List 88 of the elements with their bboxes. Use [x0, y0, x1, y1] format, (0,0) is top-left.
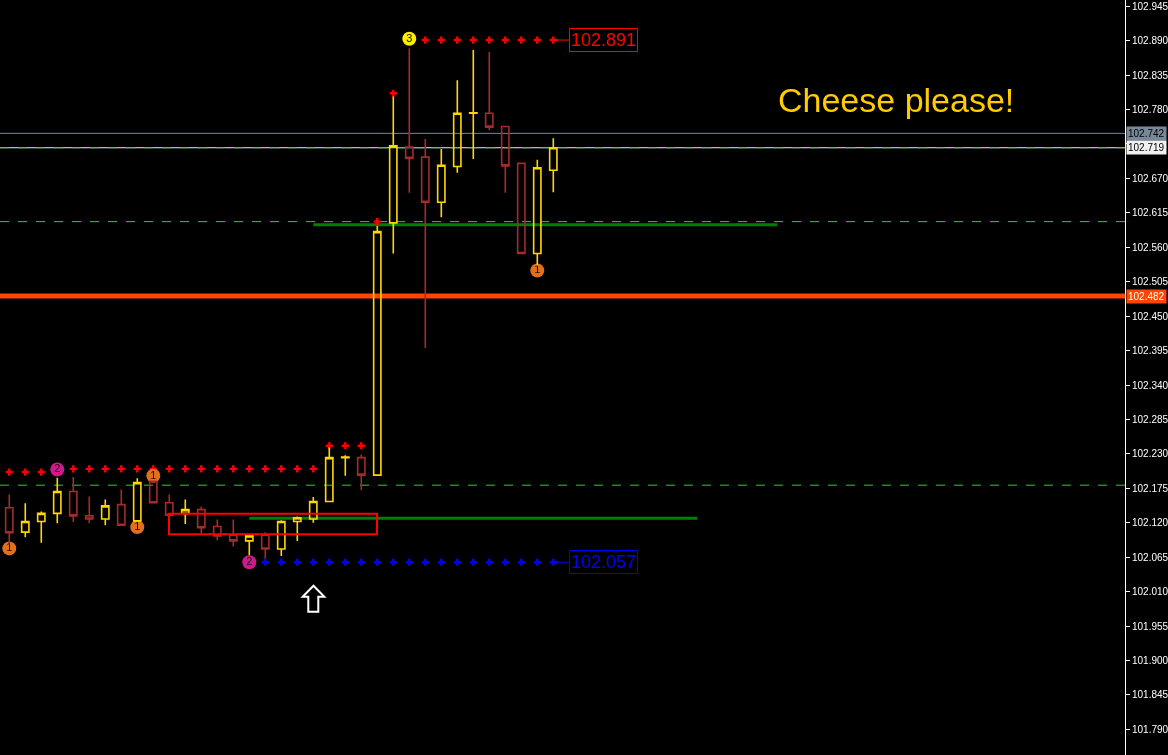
candlestick [308, 496, 318, 524]
point [293, 465, 301, 473]
candlestick [212, 518, 222, 542]
candlestick [196, 505, 206, 535]
candlestick [500, 125, 510, 194]
candlestick [20, 502, 30, 538]
candlestick [228, 518, 238, 548]
point [197, 465, 205, 473]
y-tick-label: 102.395 [1132, 345, 1168, 357]
series-label: 3 [406, 31, 413, 44]
point [85, 465, 93, 473]
candlestick [436, 148, 446, 219]
series-label: 2 [54, 462, 61, 475]
candlestick [276, 519, 286, 557]
y-tick-label: 102.010 [1132, 586, 1168, 598]
point [501, 36, 509, 44]
point [69, 465, 77, 473]
point [213, 465, 221, 473]
point [485, 36, 493, 44]
y-tick-label: 102.230 [1132, 448, 1168, 460]
y-tick-label: 102.340 [1132, 379, 1168, 391]
data-label: 102.057 [571, 552, 637, 572]
candlestick [356, 453, 366, 491]
annotation: Cheese please! [778, 81, 1015, 119]
ref-line-label: 102.719 [1128, 142, 1165, 153]
point [165, 465, 173, 473]
point [133, 465, 141, 473]
point [437, 36, 445, 44]
y-tick-label: 101.955 [1132, 620, 1168, 632]
candlestick [84, 495, 94, 525]
ref-line-label: 102.742 [1128, 128, 1165, 139]
text: 2 [246, 554, 253, 567]
y-tick-label: 102.120 [1132, 517, 1168, 529]
point [469, 36, 477, 44]
y-tick-label: 102.890 [1132, 35, 1168, 47]
point [181, 465, 189, 473]
point [5, 468, 13, 476]
candlestick [116, 488, 126, 527]
candlestick [36, 510, 46, 544]
y-tick-label: 102.505 [1132, 276, 1168, 288]
candlestick [452, 79, 462, 174]
y-tick-label: 102.945 [1132, 0, 1168, 12]
point [517, 36, 525, 44]
point [245, 465, 253, 473]
point [229, 465, 237, 473]
candlestick [548, 137, 558, 193]
candlestick [100, 498, 110, 527]
ref-line-label: 102.482 [1128, 291, 1165, 302]
candlestick [164, 493, 174, 518]
y-tick-label: 102.835 [1132, 69, 1168, 81]
series-label: 1 [150, 468, 157, 481]
point [453, 36, 461, 44]
candlestick [68, 476, 78, 523]
y-tick-label: 101.900 [1132, 654, 1168, 666]
y-tick-label: 102.780 [1132, 104, 1168, 116]
y-tick-label: 101.790 [1132, 723, 1168, 735]
point [37, 468, 45, 476]
candlestick [404, 47, 414, 194]
point [21, 468, 29, 476]
candlestick [180, 498, 190, 525]
point [421, 36, 429, 44]
point [117, 465, 125, 473]
y-tick-label: 102.615 [1132, 207, 1168, 219]
text: 1 [134, 519, 141, 532]
point [277, 465, 285, 473]
y-tick-label: 101.845 [1132, 689, 1168, 701]
y-tick-label: 102.065 [1132, 551, 1168, 563]
point [261, 465, 269, 473]
point [373, 218, 381, 226]
candlestick [516, 162, 526, 255]
candlestick [484, 51, 494, 132]
point [533, 36, 541, 44]
candlestick [292, 515, 302, 542]
candlestick [340, 454, 350, 477]
candlestick [372, 225, 382, 477]
y-tick-label: 102.450 [1132, 310, 1168, 322]
y-tick-label: 102.560 [1132, 241, 1168, 253]
text: 1 [6, 541, 13, 554]
text: 1 [534, 263, 541, 276]
candlestick [420, 138, 430, 349]
y-tick-label: 102.175 [1132, 482, 1168, 494]
candlestick [52, 476, 62, 525]
y-tick-label: 102.285 [1132, 413, 1168, 425]
y-tick-label: 102.670 [1132, 172, 1168, 184]
point [101, 465, 109, 473]
candlestick [468, 49, 478, 160]
data-label: 102.891 [571, 30, 637, 50]
point [309, 465, 317, 473]
